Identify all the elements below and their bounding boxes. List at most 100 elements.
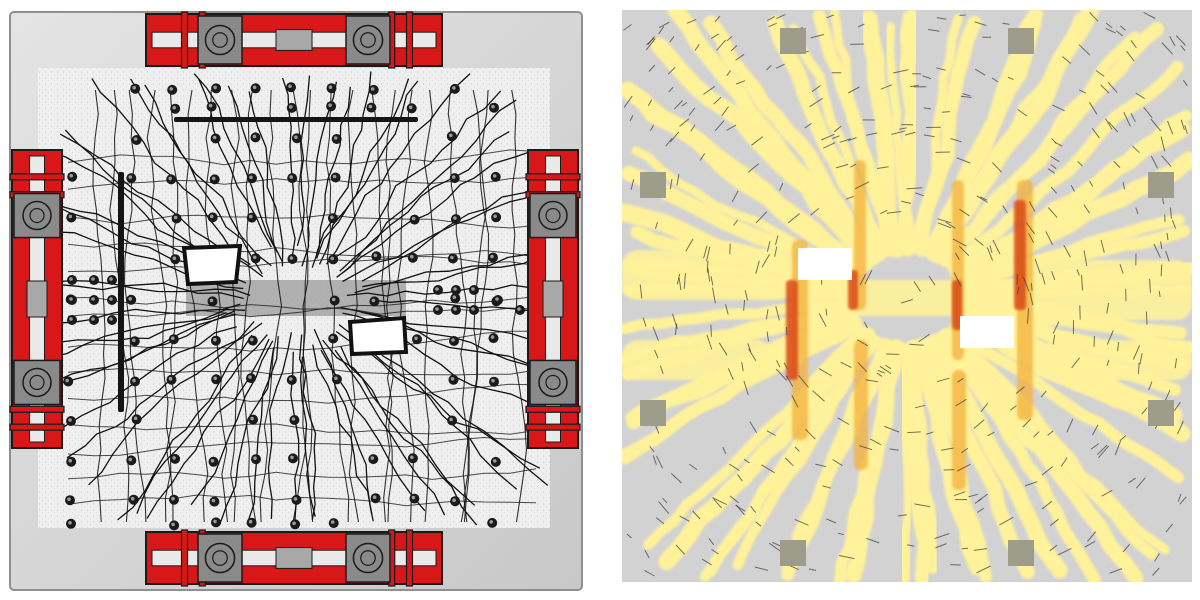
crack-tick (668, 86, 674, 93)
anchor-bolt-icon (450, 293, 461, 304)
crack-tick (879, 365, 892, 375)
crack-tick (639, 284, 643, 299)
crack-line (352, 331, 549, 486)
crack-tick (1150, 118, 1162, 132)
crack-tick (976, 507, 984, 513)
anchor-bolt-icon (67, 171, 78, 182)
crack-tick (992, 239, 1001, 255)
crack-tick (1022, 277, 1030, 292)
anchor-bolt-icon (412, 334, 422, 345)
anchor-bolt-icon (65, 495, 75, 506)
crack-tick (662, 497, 668, 504)
crack-tick (655, 222, 658, 229)
anchor-bolt-icon (211, 517, 221, 528)
crack-tick (658, 501, 670, 515)
crack-tick (692, 510, 701, 520)
crack-tick (974, 238, 984, 246)
crack-tick (678, 277, 682, 291)
crack-tick (974, 21, 987, 26)
crack-tick (818, 367, 833, 377)
crack-tick (1089, 180, 1094, 187)
crack-tick (688, 107, 696, 116)
crack-tick (886, 211, 902, 214)
crack-tick (822, 485, 832, 489)
anchor-bolt-icon (488, 333, 499, 344)
anchor-bolt-icon (450, 214, 461, 225)
crack-tick (1169, 207, 1172, 219)
crack-tick (961, 547, 969, 550)
crack-tick (876, 372, 883, 377)
damage-zone-high (1014, 200, 1026, 310)
crack-line (88, 320, 255, 486)
crack-tick (776, 360, 781, 368)
crack-tick (730, 45, 738, 52)
crack-line (447, 89, 470, 523)
crack-tick (1184, 125, 1188, 135)
crack-tick (962, 93, 971, 97)
crack-tick (1028, 200, 1036, 212)
crack-tick (945, 221, 956, 229)
crack-tick (914, 192, 924, 197)
crack-line (193, 73, 278, 253)
crack-tick (1109, 568, 1123, 574)
crack-tick (1040, 390, 1047, 398)
crack-tick (1076, 269, 1080, 276)
column-stub-icon (780, 28, 806, 54)
crack-tick (935, 543, 947, 549)
crack-tick (755, 521, 762, 527)
damage-zone (893, 10, 923, 257)
crack-line (117, 334, 253, 521)
crack-line (67, 296, 537, 310)
crack-tick (1052, 334, 1056, 345)
crack-line (312, 344, 373, 515)
crack-tick (654, 424, 660, 434)
anchor-bolt-icon (250, 253, 261, 264)
crack-tick (646, 37, 655, 46)
crack-tick (1025, 222, 1036, 235)
anchor-bolt-icon (451, 305, 461, 315)
crack-line (371, 89, 394, 523)
crack-tick (1090, 443, 1099, 450)
crack-tick (1174, 358, 1177, 369)
crack-tick (1139, 353, 1143, 365)
damage-zone (622, 340, 772, 380)
crack-line (67, 383, 537, 404)
anchor-bolt-icon (209, 496, 220, 507)
anchor-bolt-icon (490, 171, 501, 182)
column-stub-icon (640, 400, 666, 426)
damage-zone (958, 224, 1190, 292)
crack-tick (1165, 251, 1170, 262)
crack-tick (826, 518, 837, 524)
crack-line (67, 468, 537, 480)
anchor-bolt-icon (131, 414, 142, 425)
anchor-bolt-icon (326, 101, 337, 112)
crack-line (55, 279, 251, 297)
crack-tick (1106, 302, 1110, 314)
crack-tick (690, 124, 696, 132)
crack-tick (937, 222, 952, 229)
crack-tick (1071, 357, 1080, 369)
anchor-bolt-icon (449, 83, 460, 94)
crack-tick (1117, 341, 1120, 352)
crack-tick (850, 163, 857, 168)
crack-tick (1131, 145, 1140, 154)
crack-tick (1143, 106, 1153, 119)
crack-tick (848, 137, 857, 141)
crack-tick (623, 95, 633, 108)
anchor-bolt-icon (290, 519, 301, 530)
anchor-bolt-icon (326, 83, 337, 94)
crack-tick (936, 67, 946, 71)
crack-tick (1024, 481, 1038, 487)
crack-tick (922, 75, 932, 80)
anchor-bolt-icon (67, 315, 77, 325)
crack-tick (941, 111, 951, 113)
anchor-bolt-icon (449, 336, 459, 346)
crack-tick (1148, 381, 1153, 391)
crack-line (67, 330, 536, 352)
crack-tick (1096, 444, 1108, 456)
crack-tick (718, 342, 728, 356)
anchor-bolt-icon (490, 456, 501, 467)
crack-tick (1180, 45, 1186, 52)
crack-tick (954, 252, 960, 261)
crack-tick (766, 241, 771, 252)
